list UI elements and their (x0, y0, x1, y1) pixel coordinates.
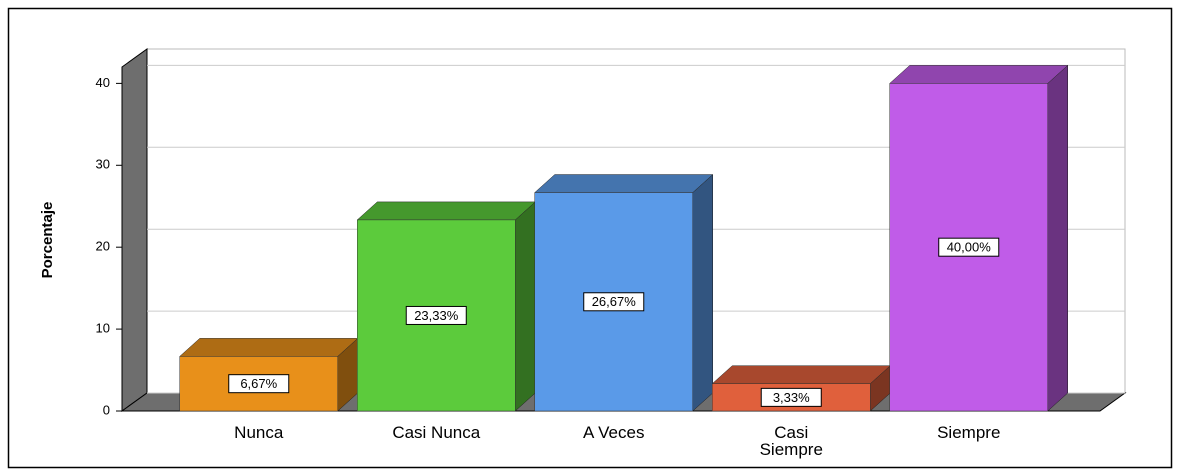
value-label: 6,67% (240, 376, 277, 391)
x-tick-label: A Veces (583, 423, 645, 442)
value-label-box (938, 237, 1000, 257)
x-tick-label: Casi Siempre (759, 423, 823, 459)
bar-side (1047, 64, 1068, 412)
value-label: 23,33% (414, 308, 459, 323)
y-tick-label: 10 (96, 321, 110, 336)
x-tick-label: Casi Nunca (392, 423, 481, 442)
side-wall (121, 48, 148, 412)
bar-top (711, 365, 891, 384)
y-tick-label: 30 (96, 157, 110, 172)
value-label-box (583, 292, 645, 312)
bar-top (534, 174, 714, 193)
value-label-box (405, 305, 467, 325)
y-tick-label: 0 (103, 402, 110, 417)
bar-top (179, 338, 359, 357)
y-tick-label: 20 (96, 239, 110, 254)
bar-side (692, 173, 713, 412)
x-tick-label: Siempre (937, 423, 1001, 442)
value-label-box (760, 387, 822, 407)
x-tick-label: Nunca (234, 423, 284, 442)
y-axis-label: Porcentaje (39, 202, 56, 279)
value-label: 40,00% (947, 240, 992, 255)
y-tick-label: 40 (96, 75, 110, 90)
bar-side (515, 201, 536, 412)
bar-top (889, 65, 1069, 84)
value-label: 26,67% (592, 294, 637, 309)
value-label: 3,33% (773, 390, 810, 405)
bar-top (356, 201, 536, 221)
value-label-box (228, 374, 290, 394)
